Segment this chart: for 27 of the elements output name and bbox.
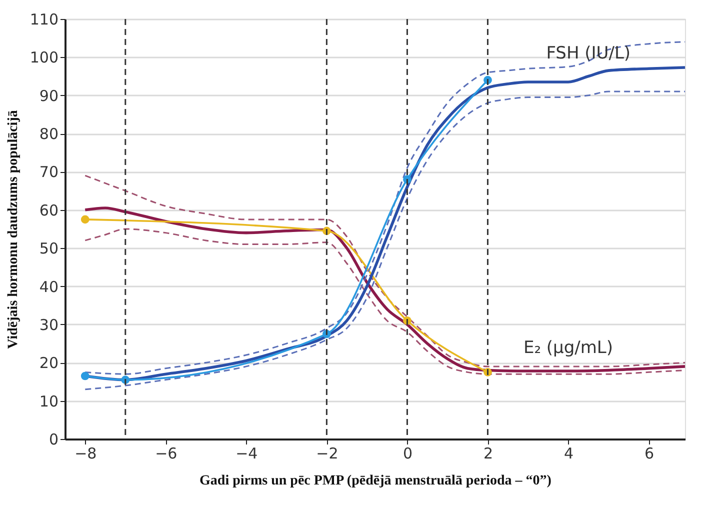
y-tick-label: 60 bbox=[39, 201, 58, 220]
x-tick-label: 4 bbox=[564, 444, 574, 462]
x-tick-label: −8 bbox=[74, 444, 97, 462]
y-tick-label: 10 bbox=[39, 392, 58, 410]
line-series bbox=[84, 174, 686, 368]
point bbox=[80, 215, 90, 224]
series-label: E₂ (µg/mL) bbox=[523, 338, 614, 358]
y-tick-label: 40 bbox=[39, 278, 58, 296]
y-tick-label: 50 bbox=[39, 240, 58, 258]
x-tick-label: 0 bbox=[402, 444, 412, 462]
y-tick-label: 20 bbox=[39, 354, 58, 372]
y-tick-label: 110 bbox=[30, 10, 58, 28]
y-tick-label: 80 bbox=[39, 125, 58, 144]
y-axis-title: Vidējais hormonu daudzums populācijā bbox=[6, 110, 21, 349]
y-tick-label: 100 bbox=[30, 48, 58, 67]
x-tick-label: 6 bbox=[644, 444, 654, 462]
point bbox=[80, 372, 90, 380]
y-tick-label: 70 bbox=[39, 163, 58, 182]
series-label: FSH (IU/L) bbox=[546, 43, 631, 64]
x-axis-title: Gadi pirms un pēc PMP (pēdējā menstruālā perioda – “0”) bbox=[200, 474, 552, 488]
y-tick-label: 0 bbox=[48, 430, 58, 448]
x-tick-label: −6 bbox=[155, 444, 178, 462]
x-tick-label: 2 bbox=[483, 444, 493, 462]
x-tick-label: −4 bbox=[236, 444, 258, 462]
y-tick-label: 30 bbox=[39, 316, 58, 334]
y-tick-label: 90 bbox=[39, 86, 58, 105]
x-tick-label: −2 bbox=[316, 444, 338, 462]
